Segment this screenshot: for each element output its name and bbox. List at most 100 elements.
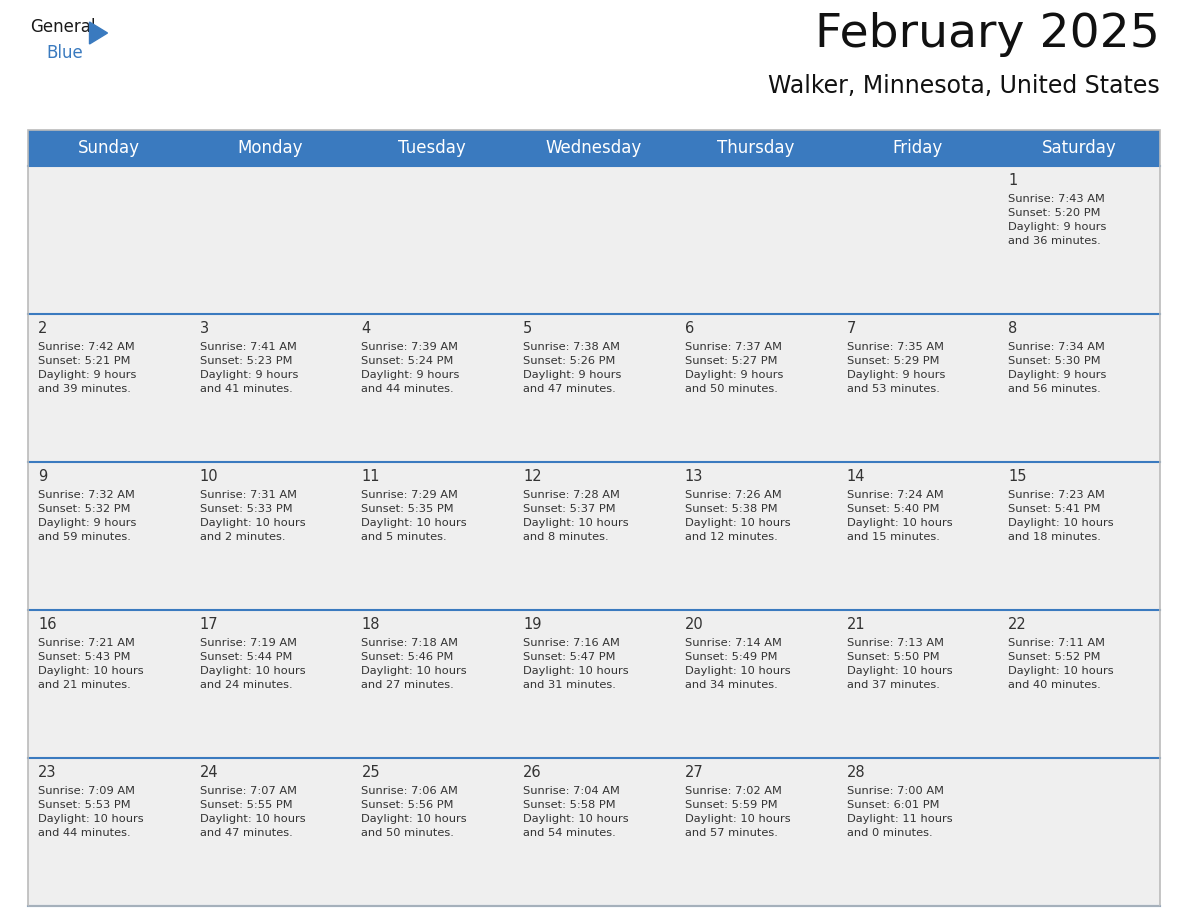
Bar	[29, 130, 1159, 166]
Bar	[836, 610, 998, 758]
Text: 21: 21	[847, 617, 865, 632]
Text: Sunday: Sunday	[78, 139, 140, 157]
Text: 2: 2	[38, 321, 48, 336]
Text: Sunrise: 7:35 AM
Sunset: 5:29 PM
Daylight: 9 hours
and 53 minutes.: Sunrise: 7:35 AM Sunset: 5:29 PM Dayligh…	[847, 342, 944, 394]
Bar	[836, 314, 998, 462]
Text: Sunrise: 7:02 AM
Sunset: 5:59 PM
Daylight: 10 hours
and 57 minutes.: Sunrise: 7:02 AM Sunset: 5:59 PM Dayligh…	[684, 786, 790, 838]
Text: February 2025: February 2025	[815, 12, 1159, 57]
Bar	[29, 610, 190, 758]
Bar	[513, 610, 675, 758]
Bar	[998, 758, 1159, 906]
Bar	[352, 758, 513, 906]
Text: General: General	[30, 18, 95, 36]
Text: 13: 13	[684, 469, 703, 484]
Bar	[998, 166, 1159, 314]
Bar	[998, 462, 1159, 610]
Bar	[190, 314, 352, 462]
Bar	[998, 314, 1159, 462]
Text: Sunrise: 7:38 AM
Sunset: 5:26 PM
Daylight: 9 hours
and 47 minutes.: Sunrise: 7:38 AM Sunset: 5:26 PM Dayligh…	[523, 342, 621, 394]
Text: Friday: Friday	[892, 139, 942, 157]
Text: 5: 5	[523, 321, 532, 336]
Text: Sunrise: 7:26 AM
Sunset: 5:38 PM
Daylight: 10 hours
and 12 minutes.: Sunrise: 7:26 AM Sunset: 5:38 PM Dayligh…	[684, 490, 790, 542]
Text: Wednesday: Wednesday	[545, 139, 643, 157]
Text: 16: 16	[38, 617, 57, 632]
Text: 24: 24	[200, 765, 219, 780]
Bar	[513, 314, 675, 462]
Text: Thursday: Thursday	[718, 139, 795, 157]
Text: Sunrise: 7:21 AM
Sunset: 5:43 PM
Daylight: 10 hours
and 21 minutes.: Sunrise: 7:21 AM Sunset: 5:43 PM Dayligh…	[38, 638, 144, 690]
Text: Sunrise: 7:34 AM
Sunset: 5:30 PM
Daylight: 9 hours
and 56 minutes.: Sunrise: 7:34 AM Sunset: 5:30 PM Dayligh…	[1009, 342, 1107, 394]
Text: 8: 8	[1009, 321, 1018, 336]
Text: Sunrise: 7:43 AM
Sunset: 5:20 PM
Daylight: 9 hours
and 36 minutes.: Sunrise: 7:43 AM Sunset: 5:20 PM Dayligh…	[1009, 194, 1107, 246]
Bar	[352, 610, 513, 758]
Text: Sunrise: 7:31 AM
Sunset: 5:33 PM
Daylight: 10 hours
and 2 minutes.: Sunrise: 7:31 AM Sunset: 5:33 PM Dayligh…	[200, 490, 305, 542]
Text: Sunrise: 7:37 AM
Sunset: 5:27 PM
Daylight: 9 hours
and 50 minutes.: Sunrise: 7:37 AM Sunset: 5:27 PM Dayligh…	[684, 342, 783, 394]
Text: Sunrise: 7:18 AM
Sunset: 5:46 PM
Daylight: 10 hours
and 27 minutes.: Sunrise: 7:18 AM Sunset: 5:46 PM Dayligh…	[361, 638, 467, 690]
Text: Sunrise: 7:32 AM
Sunset: 5:32 PM
Daylight: 9 hours
and 59 minutes.: Sunrise: 7:32 AM Sunset: 5:32 PM Dayligh…	[38, 490, 137, 542]
Bar	[513, 462, 675, 610]
Text: Sunrise: 7:42 AM
Sunset: 5:21 PM
Daylight: 9 hours
and 39 minutes.: Sunrise: 7:42 AM Sunset: 5:21 PM Dayligh…	[38, 342, 137, 394]
Text: 9: 9	[38, 469, 48, 484]
Text: 25: 25	[361, 765, 380, 780]
Text: 12: 12	[523, 469, 542, 484]
Bar	[190, 610, 352, 758]
Bar	[352, 462, 513, 610]
Bar	[675, 314, 836, 462]
Bar	[675, 166, 836, 314]
Text: 28: 28	[847, 765, 865, 780]
Text: Sunrise: 7:19 AM
Sunset: 5:44 PM
Daylight: 10 hours
and 24 minutes.: Sunrise: 7:19 AM Sunset: 5:44 PM Dayligh…	[200, 638, 305, 690]
Text: Sunrise: 7:29 AM
Sunset: 5:35 PM
Daylight: 10 hours
and 5 minutes.: Sunrise: 7:29 AM Sunset: 5:35 PM Dayligh…	[361, 490, 467, 542]
Bar	[352, 166, 513, 314]
Text: 17: 17	[200, 617, 219, 632]
Text: Sunrise: 7:24 AM
Sunset: 5:40 PM
Daylight: 10 hours
and 15 minutes.: Sunrise: 7:24 AM Sunset: 5:40 PM Dayligh…	[847, 490, 953, 542]
Text: Sunrise: 7:06 AM
Sunset: 5:56 PM
Daylight: 10 hours
and 50 minutes.: Sunrise: 7:06 AM Sunset: 5:56 PM Dayligh…	[361, 786, 467, 838]
Text: Blue: Blue	[46, 44, 83, 62]
Text: 19: 19	[523, 617, 542, 632]
Bar	[513, 758, 675, 906]
Bar	[29, 166, 190, 314]
Text: Sunrise: 7:13 AM
Sunset: 5:50 PM
Daylight: 10 hours
and 37 minutes.: Sunrise: 7:13 AM Sunset: 5:50 PM Dayligh…	[847, 638, 953, 690]
Bar	[675, 758, 836, 906]
Bar	[29, 130, 1159, 906]
Text: 3: 3	[200, 321, 209, 336]
Text: 11: 11	[361, 469, 380, 484]
Bar	[190, 166, 352, 314]
Text: Sunrise: 7:14 AM
Sunset: 5:49 PM
Daylight: 10 hours
and 34 minutes.: Sunrise: 7:14 AM Sunset: 5:49 PM Dayligh…	[684, 638, 790, 690]
Bar	[190, 462, 352, 610]
Text: Sunrise: 7:11 AM
Sunset: 5:52 PM
Daylight: 10 hours
and 40 minutes.: Sunrise: 7:11 AM Sunset: 5:52 PM Dayligh…	[1009, 638, 1114, 690]
Text: Monday: Monday	[238, 139, 303, 157]
Text: 22: 22	[1009, 617, 1028, 632]
Text: Sunrise: 7:09 AM
Sunset: 5:53 PM
Daylight: 10 hours
and 44 minutes.: Sunrise: 7:09 AM Sunset: 5:53 PM Dayligh…	[38, 786, 144, 838]
Bar	[29, 758, 190, 906]
Text: 18: 18	[361, 617, 380, 632]
Bar	[190, 758, 352, 906]
Text: 14: 14	[847, 469, 865, 484]
Polygon shape	[89, 22, 107, 44]
Text: 6: 6	[684, 321, 694, 336]
Text: Saturday: Saturday	[1042, 139, 1117, 157]
Text: Sunrise: 7:07 AM
Sunset: 5:55 PM
Daylight: 10 hours
and 47 minutes.: Sunrise: 7:07 AM Sunset: 5:55 PM Dayligh…	[200, 786, 305, 838]
Text: Sunrise: 7:16 AM
Sunset: 5:47 PM
Daylight: 10 hours
and 31 minutes.: Sunrise: 7:16 AM Sunset: 5:47 PM Dayligh…	[523, 638, 628, 690]
Bar	[836, 166, 998, 314]
Text: 20: 20	[684, 617, 703, 632]
Text: 7: 7	[847, 321, 855, 336]
Text: Sunrise: 7:04 AM
Sunset: 5:58 PM
Daylight: 10 hours
and 54 minutes.: Sunrise: 7:04 AM Sunset: 5:58 PM Dayligh…	[523, 786, 628, 838]
Bar	[998, 610, 1159, 758]
Bar	[29, 314, 190, 462]
Text: Sunrise: 7:00 AM
Sunset: 6:01 PM
Daylight: 11 hours
and 0 minutes.: Sunrise: 7:00 AM Sunset: 6:01 PM Dayligh…	[847, 786, 953, 838]
Bar	[675, 462, 836, 610]
Bar	[29, 462, 190, 610]
Text: 15: 15	[1009, 469, 1026, 484]
Bar	[675, 610, 836, 758]
Text: Walker, Minnesota, United States: Walker, Minnesota, United States	[769, 74, 1159, 98]
Text: Tuesday: Tuesday	[398, 139, 466, 157]
Text: 26: 26	[523, 765, 542, 780]
Text: Sunrise: 7:23 AM
Sunset: 5:41 PM
Daylight: 10 hours
and 18 minutes.: Sunrise: 7:23 AM Sunset: 5:41 PM Dayligh…	[1009, 490, 1114, 542]
Text: 10: 10	[200, 469, 219, 484]
Text: Sunrise: 7:41 AM
Sunset: 5:23 PM
Daylight: 9 hours
and 41 minutes.: Sunrise: 7:41 AM Sunset: 5:23 PM Dayligh…	[200, 342, 298, 394]
Text: 4: 4	[361, 321, 371, 336]
Bar	[352, 314, 513, 462]
Text: 27: 27	[684, 765, 703, 780]
Bar	[513, 166, 675, 314]
Bar	[836, 758, 998, 906]
